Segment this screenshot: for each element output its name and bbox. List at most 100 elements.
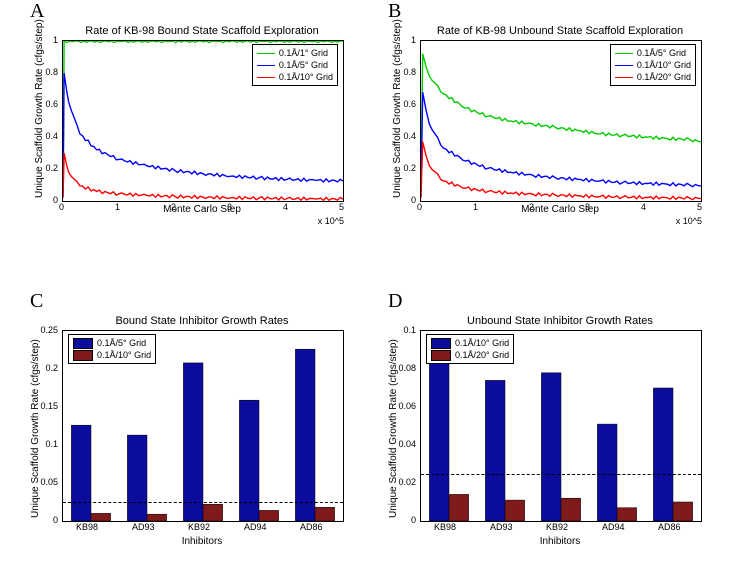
xtick: AD94 (244, 522, 267, 532)
ytick: 0.8 (403, 67, 416, 77)
panel-b-xlabel: Monte Carlo Step (420, 204, 700, 215)
ytick: 0.6 (403, 99, 416, 109)
legend-label: 0.1Å/5° Grid (637, 47, 686, 59)
panel-c-label: C (30, 290, 43, 313)
xtick: 2 (171, 202, 176, 212)
xtick: 4 (283, 202, 288, 212)
legend-line-swatch (257, 77, 275, 78)
ytick: 0 (411, 515, 416, 525)
ytick: 0.2 (45, 163, 58, 173)
ytick: 0.05 (40, 477, 58, 487)
legend-item: 0.1Å/1° Grid (257, 47, 333, 59)
xtick: AD93 (132, 522, 155, 532)
legend-item: 0.1Å/10° Grid (615, 59, 691, 71)
legend-label: 0.1Å/20° Grid (455, 349, 509, 361)
xtick: 0 (417, 202, 422, 212)
panel-c-threshold (63, 502, 343, 503)
panel-a-xlabel: Monte Carlo Step (62, 204, 342, 215)
ytick: 0.8 (45, 67, 58, 77)
ytick: 0.08 (398, 363, 416, 373)
legend-label: 0.1Å/5° Grid (279, 59, 328, 71)
panel-c-legend: 0.1Å/5° Grid 0.1Å/10° Grid (68, 334, 156, 364)
legend-item: 0.1Å/20° Grid (615, 71, 691, 83)
panel-b: Rate of KB-98 Unbound State Scaffold Exp… (420, 28, 700, 218)
xtick: 3 (585, 202, 590, 212)
panel-a-xmult: x 10^5 (318, 216, 344, 226)
ytick: 1 (53, 35, 58, 45)
legend-label: 0.1Å/10° Grid (97, 349, 151, 361)
panel-b-xmult: x 10^5 (676, 216, 702, 226)
ytick: 0 (53, 195, 58, 205)
xtick: 2 (529, 202, 534, 212)
xtick: AD93 (490, 522, 513, 532)
legend-item: 0.1Å/5° Grid (615, 47, 691, 59)
xtick: 1 (115, 202, 120, 212)
legend-swatch (431, 350, 451, 361)
ytick: 0 (411, 195, 416, 205)
panel-b-ylabel: Unique Scaffold Growth Rate (cfgs/step) (392, 19, 403, 198)
legend-line-swatch (615, 53, 633, 54)
ytick: 0.1 (403, 325, 416, 335)
ytick: 0.2 (45, 363, 58, 373)
legend-item: 0.1Å/5° Grid (73, 337, 151, 349)
ytick: 0.4 (403, 131, 416, 141)
xtick: 3 (227, 202, 232, 212)
panel-d-ylabel: Unique Scaffold Growth Rate (cfgs/step) (388, 339, 399, 518)
xtick: 4 (641, 202, 646, 212)
ytick: 0.1 (45, 439, 58, 449)
xtick: KB92 (188, 522, 210, 532)
panel-b-legend: 0.1Å/5° Grid 0.1Å/10° Grid 0.1Å/20° Grid (610, 44, 696, 86)
legend-line-swatch (257, 53, 275, 54)
legend-label: 0.1Å/20° Grid (637, 71, 691, 83)
ytick: 0.25 (40, 325, 58, 335)
xtick: AD86 (658, 522, 681, 532)
panel-a-legend: 0.1Å/1° Grid 0.1Å/5° Grid 0.1Å/10° Grid (252, 44, 338, 86)
panel-a-ylabel: Unique Scaffold Growth Rate (cfgs/step) (34, 19, 45, 198)
xtick: 1 (473, 202, 478, 212)
xtick: AD86 (300, 522, 323, 532)
panel-c: Bound State Inhibitor Growth Rates Uniqu… (62, 318, 342, 538)
legend-item: 0.1Å/10° Grid (257, 71, 333, 83)
legend-line-swatch (615, 77, 633, 78)
legend-line-swatch (257, 65, 275, 66)
panel-d: Unbound State Inhibitor Growth Rates Uni… (420, 318, 700, 538)
panel-c-title: Bound State Inhibitor Growth Rates (62, 315, 342, 327)
ytick: 0.2 (403, 163, 416, 173)
legend-item: 0.1Å/5° Grid (257, 59, 333, 71)
panel-d-threshold (421, 474, 701, 475)
ytick: 0.02 (398, 477, 416, 487)
ytick: 0.04 (398, 439, 416, 449)
ytick: 0.06 (398, 401, 416, 411)
legend-item: 0.1Å/10° Grid (73, 349, 151, 361)
panel-d-xlabel: Inhibitors (420, 536, 700, 547)
xtick: 5 (339, 202, 344, 212)
legend-label: 0.1Å/10° Grid (455, 337, 509, 349)
ytick: 0.15 (40, 401, 58, 411)
panel-a: Rate of KB-98 Bound State Scaffold Explo… (62, 28, 342, 218)
panel-d-legend: 0.1Å/10° Grid 0.1Å/20° Grid (426, 334, 514, 364)
panel-b-title: Rate of KB-98 Unbound State Scaffold Exp… (420, 25, 700, 37)
legend-swatch (73, 338, 93, 349)
xtick: 5 (697, 202, 702, 212)
legend-swatch (73, 350, 93, 361)
xtick: AD94 (602, 522, 625, 532)
legend-line-swatch (615, 65, 633, 66)
xtick: KB98 (434, 522, 456, 532)
ytick: 0.4 (45, 131, 58, 141)
legend-label: 0.1Å/10° Grid (279, 71, 333, 83)
legend-label: 0.1Å/5° Grid (97, 337, 146, 349)
legend-swatch (431, 338, 451, 349)
ytick: 1 (411, 35, 416, 45)
panel-a-title: Rate of KB-98 Bound State Scaffold Explo… (62, 25, 342, 37)
xtick: KB98 (76, 522, 98, 532)
xtick: 0 (59, 202, 64, 212)
legend-item: 0.1Å/10° Grid (431, 337, 509, 349)
ytick: 0.6 (45, 99, 58, 109)
legend-label: 0.1Å/10° Grid (637, 59, 691, 71)
panel-d-title: Unbound State Inhibitor Growth Rates (420, 315, 700, 327)
ytick: 0 (53, 515, 58, 525)
legend-label: 0.1Å/1° Grid (279, 47, 328, 59)
legend-item: 0.1Å/20° Grid (431, 349, 509, 361)
panel-c-ylabel: Unique Scaffold Growth Rate (cfgs/step) (30, 339, 41, 518)
xtick: KB92 (546, 522, 568, 532)
